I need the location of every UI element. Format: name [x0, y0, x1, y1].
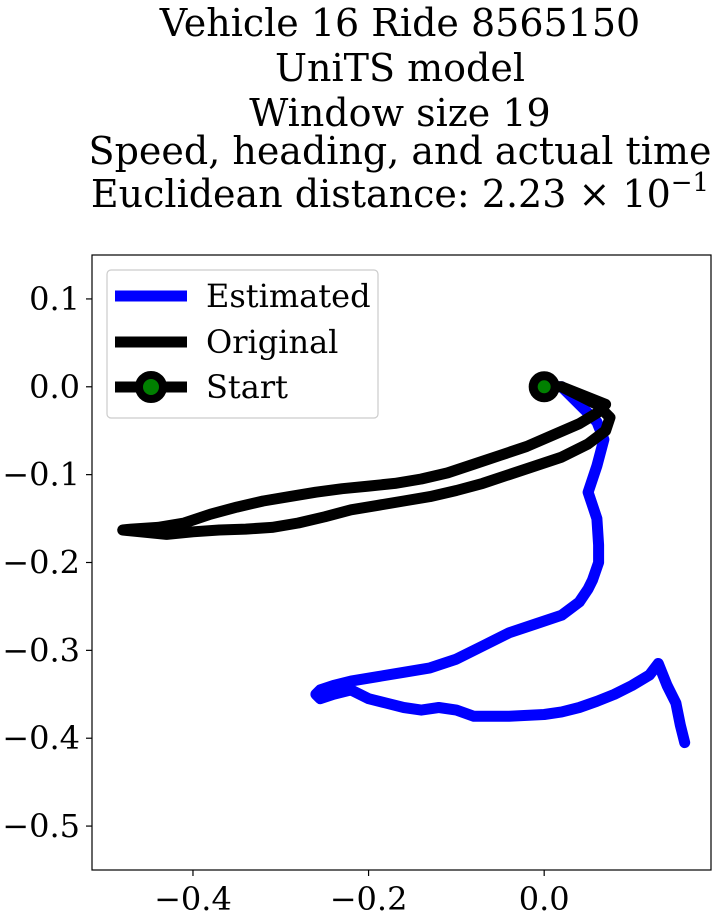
legend-label-estimated: Estimated: [206, 277, 371, 315]
title-metric-exponent: −1: [671, 168, 709, 198]
x-axis: −0.4 −0.2 0.0: [154, 870, 570, 917]
title-line-5: Euclidean distance: 2.23 × 10−1: [91, 168, 709, 216]
title-line-1: Vehicle 16 Ride 8565150: [159, 1, 640, 45]
y-tick-label: −0.3: [2, 631, 80, 669]
legend-label-start: Start: [206, 368, 288, 406]
y-tick-label: −0.4: [2, 719, 80, 757]
title-line-4: Speed, heading, and actual time: [89, 129, 712, 173]
start-marker: [528, 371, 560, 403]
y-tick-label: 0.1: [29, 280, 80, 318]
y-tick-label: −0.2: [2, 544, 80, 582]
series-line-estimated: [310, 381, 691, 749]
x-tick-label: 0.0: [519, 880, 570, 917]
series-layer: [117, 371, 691, 749]
y-axis: 0.1 0.0 −0.1 −0.2 −0.3 −0.4 −0.5: [2, 280, 92, 845]
legend-label-original: Original: [206, 323, 338, 361]
title-line-3: Window size 19: [249, 91, 550, 135]
legend: Estimated Original Start: [106, 269, 379, 419]
x-tick-label: −0.4: [154, 880, 232, 917]
title-line-2: UniTS model: [275, 46, 525, 90]
y-tick-label: −0.5: [2, 807, 80, 845]
x-tick-label: −0.2: [330, 880, 408, 917]
y-tick-label: −0.1: [2, 456, 80, 494]
legend-swatch-start-marker: [135, 371, 167, 403]
series-line-original: [117, 381, 616, 540]
y-tick-label: 0.0: [29, 368, 80, 406]
title-metric-label: Euclidean distance:: [91, 172, 482, 216]
legend-box: [106, 269, 379, 419]
chart-title: Vehicle 16 Ride 8565150 UniTS model Wind…: [89, 1, 712, 216]
title-metric-value: 2.23: [482, 172, 567, 216]
